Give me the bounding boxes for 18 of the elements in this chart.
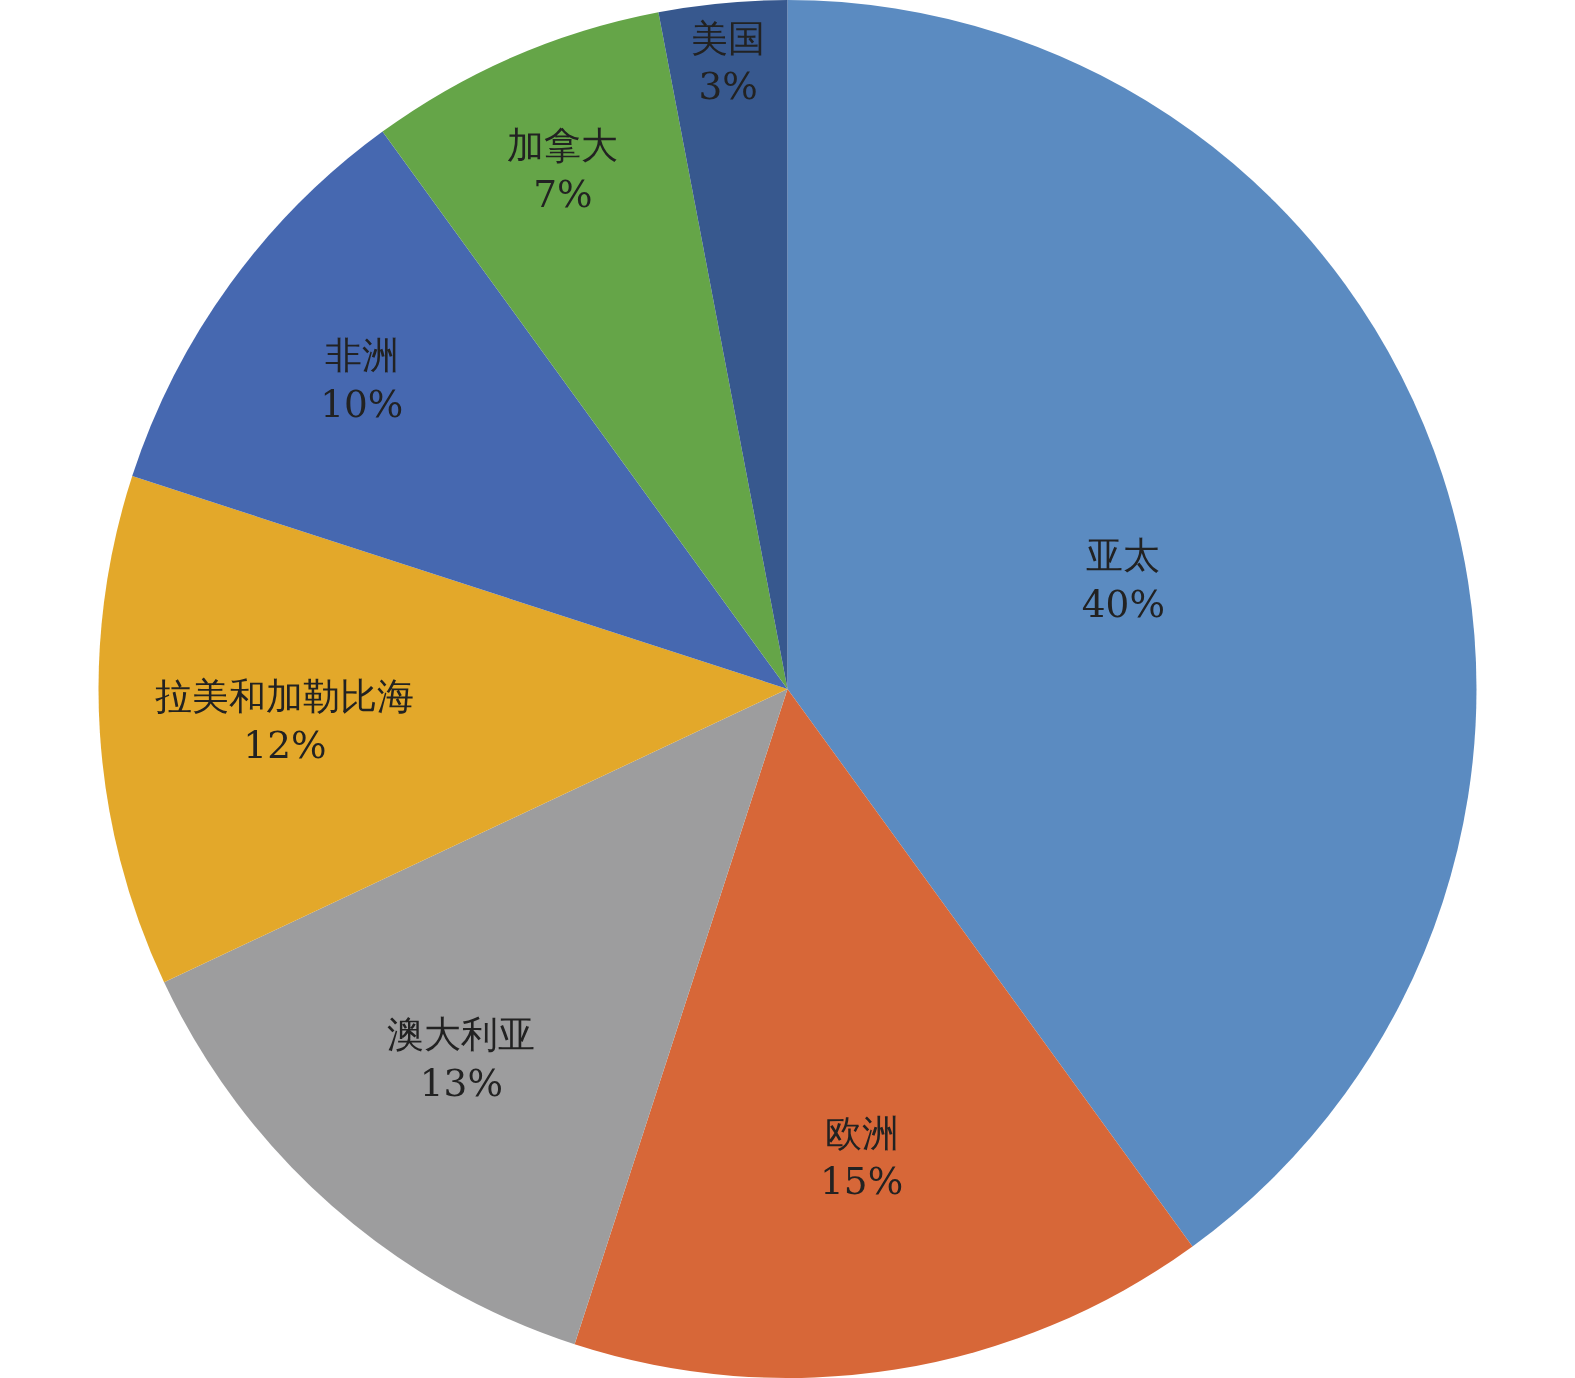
- slice-label: 加拿大: [507, 123, 619, 168]
- slice-label: 欧洲: [824, 1110, 899, 1155]
- slice-label: 澳大利亚: [387, 1012, 536, 1057]
- pie-slice: [787, 0, 1476, 1247]
- pie-slice: [99, 476, 788, 983]
- slice-label: 拉美和加勒比海: [155, 674, 415, 719]
- data-label: 10%: [320, 381, 404, 426]
- slice-label: 非洲: [324, 333, 399, 378]
- data-label: 7%: [533, 172, 593, 217]
- slice-label: 亚太: [1086, 533, 1161, 578]
- data-label: 40%: [1081, 581, 1165, 626]
- slice-label: 美国: [691, 15, 766, 60]
- pie-slice: [658, 0, 788, 689]
- data-label: 13%: [419, 1061, 503, 1106]
- pie-slice: [574, 689, 1193, 1378]
- data-label: 12%: [243, 722, 327, 767]
- data-label: 3%: [698, 64, 758, 109]
- data-label: 15%: [820, 1159, 904, 1204]
